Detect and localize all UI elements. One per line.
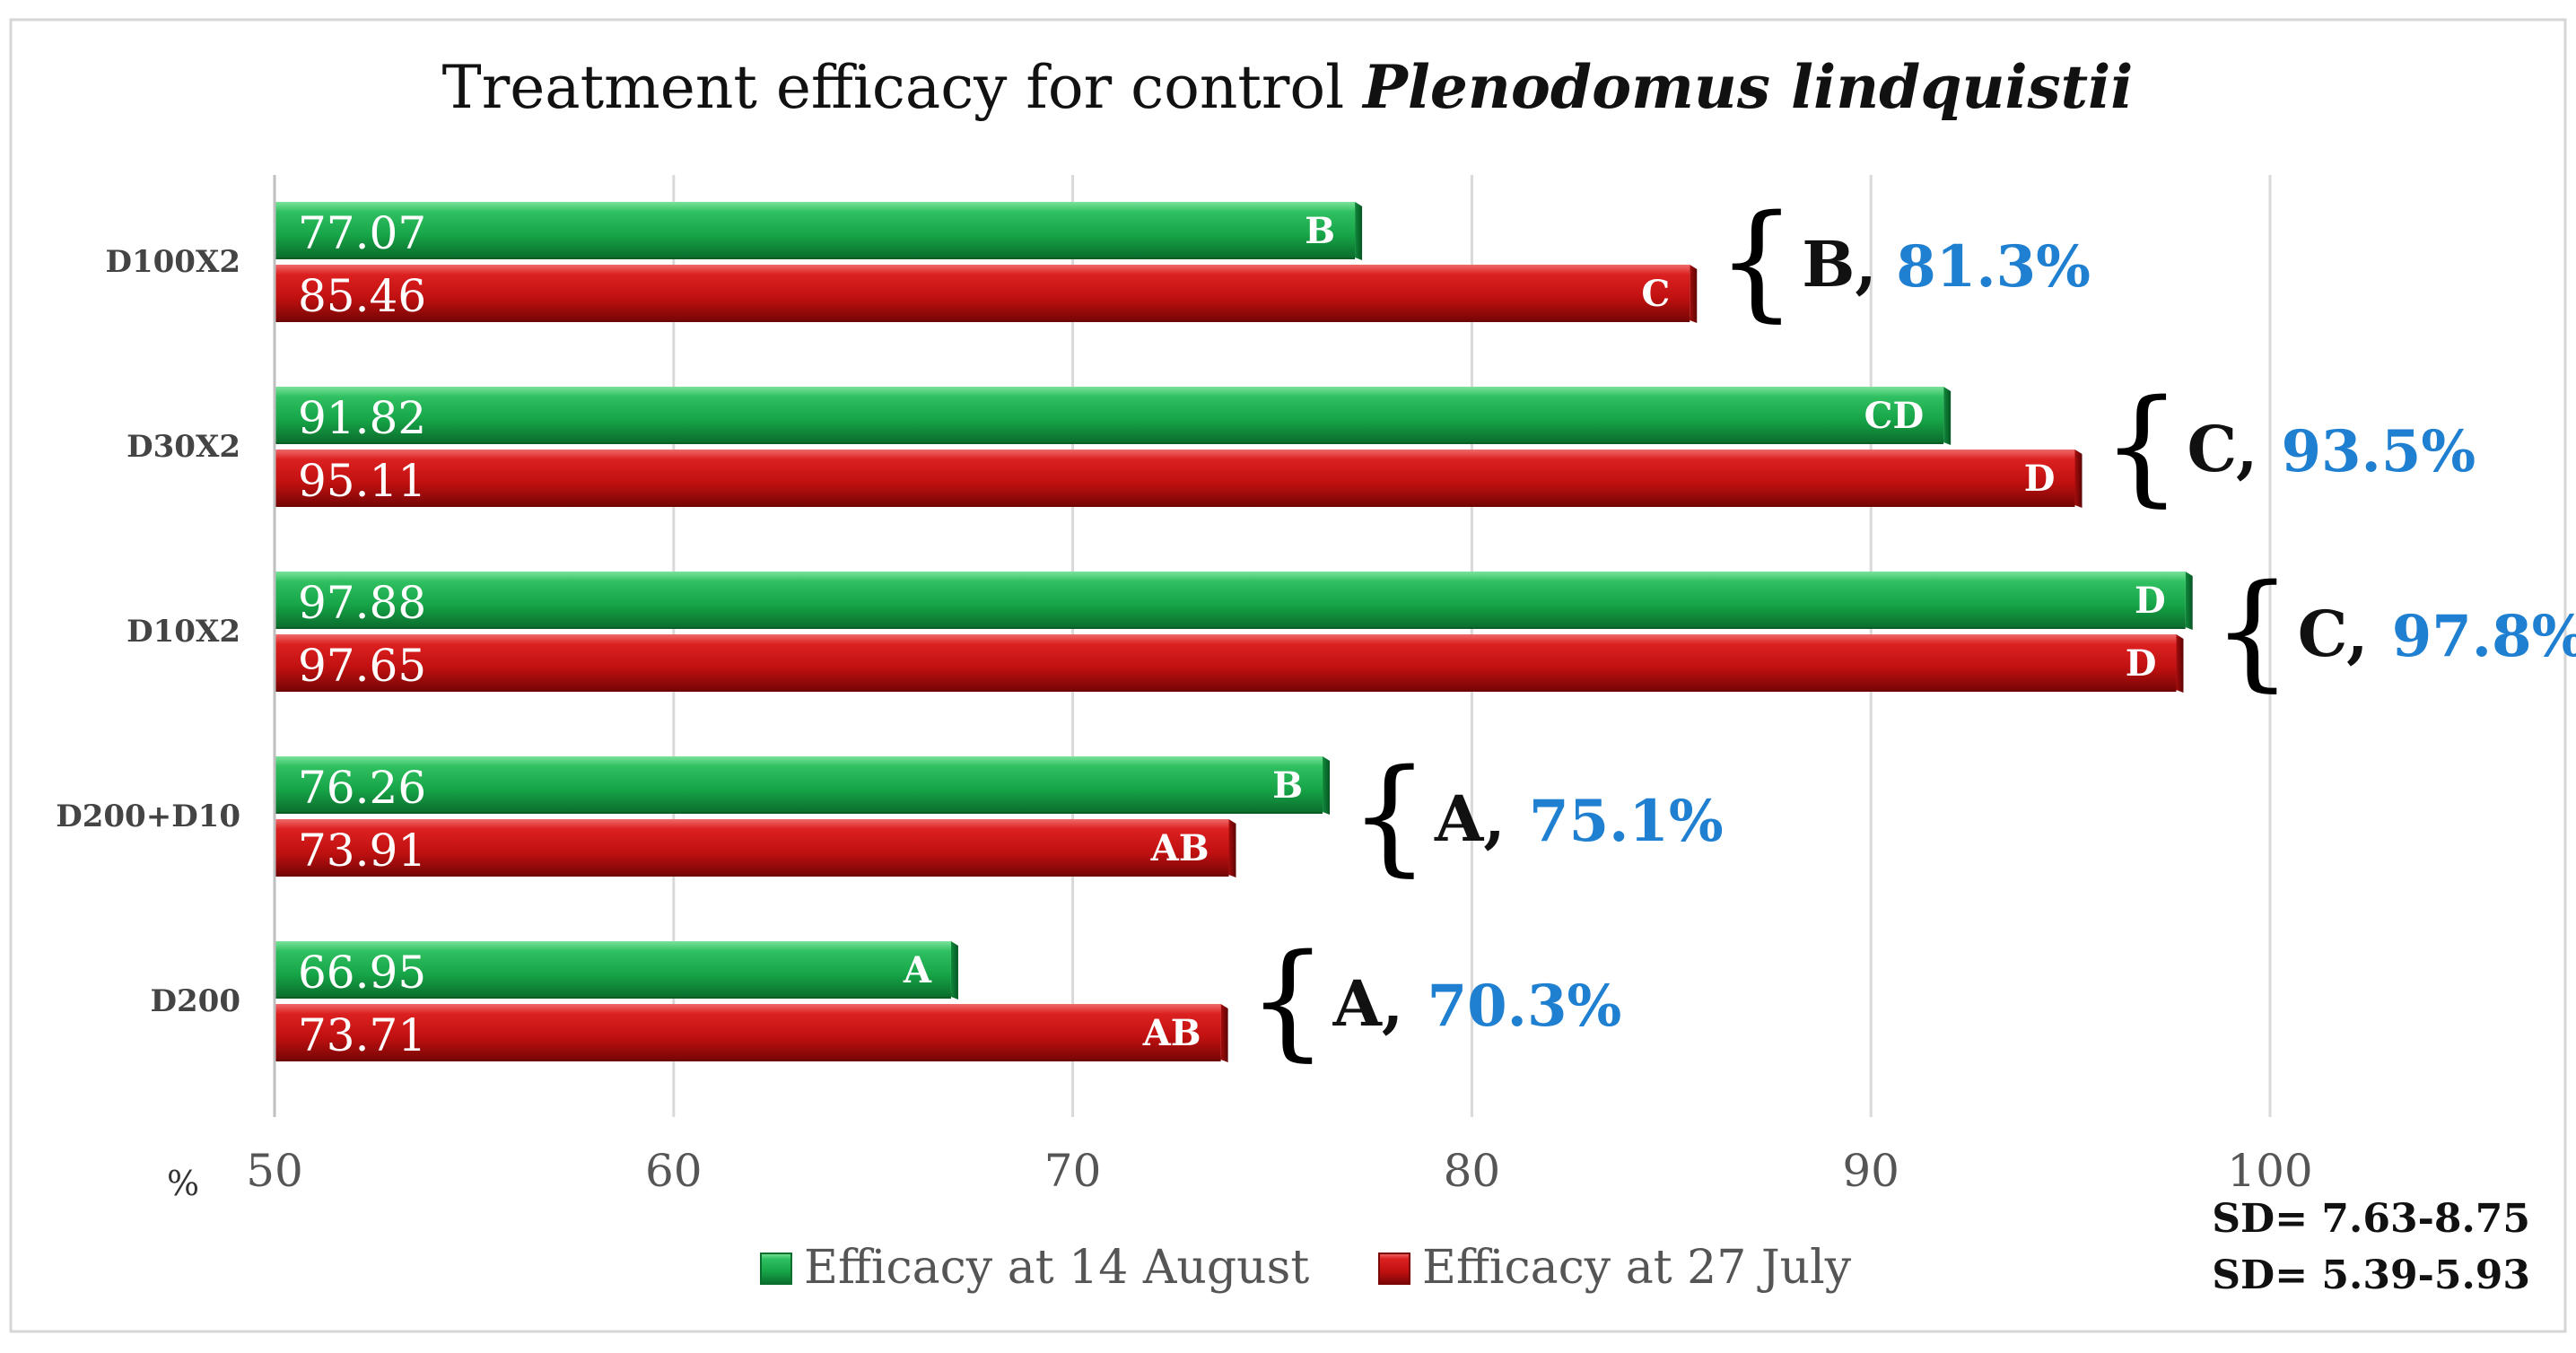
- letter-label-august-4: A: [903, 949, 932, 991]
- letter-label-august-3: B: [1272, 764, 1303, 807]
- value-label-july-4: 73.71: [298, 1009, 426, 1061]
- category-label-2: D10X2: [127, 614, 240, 650]
- annotation-group-0: B,: [1802, 227, 1877, 301]
- bar-cap-july-0: [1690, 265, 1698, 323]
- bar-cap-august-2: [2185, 572, 2193, 630]
- annotation-percent-2: 97.8%: [2392, 603, 2576, 670]
- annotation-layer: {B, 81.3%{C, 93.5%{C, 97.8%{A, 75.1%{A, 70.3%: [1248, 188, 2576, 1074]
- letter-label-july-0: C: [1641, 273, 1670, 315]
- letter-label-july-3: AB: [1150, 827, 1209, 869]
- chart-title: Treatment efficacy for control Plenodomu…: [442, 52, 2134, 122]
- bar-cap-july-2: [2176, 634, 2184, 693]
- annotation-percent-1: 93.5%: [2281, 418, 2476, 485]
- annotation-brace-1: {: [2101, 373, 2181, 519]
- bar-august-4: [275, 941, 951, 997]
- legend: Efficacy at 14 August Efficacy at 27 Jul…: [760, 1241, 1852, 1295]
- bar-july-3: [275, 819, 1229, 875]
- bar-cap-august-3: [1323, 756, 1331, 815]
- sd-note-august: SD= 7.63-8.75: [2212, 1196, 2530, 1242]
- value-label-august-4: 66.95: [298, 947, 426, 999]
- bar-august-2: [275, 572, 2186, 627]
- bar-cap-august-0: [1355, 202, 1363, 260]
- letter-label-august-0: B: [1305, 210, 1335, 252]
- letter-label-july-2: D: [2126, 642, 2157, 685]
- bar-cap-july-1: [2074, 450, 2083, 508]
- sd-note-july: SD= 5.39-5.93: [2212, 1253, 2530, 1298]
- category-label-1: D30X2: [127, 429, 240, 465]
- letter-label-july-1: D: [2024, 458, 2056, 500]
- letter-label-august-1: CD: [1864, 395, 1925, 437]
- bar-july-2: [275, 634, 2177, 690]
- annotation-group-3: A,: [1434, 781, 1506, 856]
- annotation-percent-4: 70.3%: [1428, 973, 1622, 1040]
- bar-august-1: [275, 387, 1944, 442]
- axis-layer: 50 60 70 80 90 100: [246, 175, 2313, 1197]
- legend-label-july: Efficacy at 27 July: [1422, 1241, 1852, 1295]
- x-tick-label-50: 50: [246, 1145, 303, 1197]
- annotation-brace-4: {: [1248, 928, 1328, 1074]
- bar-cap-july-3: [1228, 819, 1236, 877]
- legend-swatch-july: [1378, 1253, 1410, 1285]
- bar-august-3: [275, 756, 1323, 812]
- value-label-august-3: 76.26: [298, 762, 426, 814]
- x-axis-unit-label: %: [167, 1164, 199, 1203]
- bar-august-0: [275, 202, 1356, 258]
- legend-item-august: Efficacy at 14 August: [760, 1241, 1309, 1295]
- annotation-group-1: C,: [2187, 412, 2257, 486]
- annotation-brace-2: {: [2213, 558, 2292, 704]
- annotation-percent-3: 75.1%: [1529, 788, 1724, 855]
- annotation-group-4: A,: [1332, 966, 1404, 1041]
- x-tick-label-60: 60: [645, 1145, 703, 1197]
- category-label-3: D200+D10: [56, 799, 240, 834]
- legend-item-july: Efficacy at 27 July: [1378, 1241, 1852, 1295]
- value-label-july-0: 85.46: [298, 270, 426, 322]
- value-label-august-1: 91.82: [298, 392, 426, 444]
- value-label-july-2: 97.65: [298, 640, 426, 692]
- x-tick-label-80: 80: [1444, 1145, 1501, 1197]
- letter-label-july-4: AB: [1142, 1012, 1201, 1054]
- bar-july-1: [275, 450, 2075, 505]
- legend-label-august: Efficacy at 14 August: [804, 1241, 1309, 1295]
- x-tick-label-90: 90: [1842, 1145, 1899, 1197]
- category-label-4: D200: [151, 983, 240, 1019]
- bar-cap-july-4: [1220, 1004, 1228, 1062]
- labels-layer: D100X2 77.07 B 85.46 C D30X2 91.82 CD 95.11 D D10X…: [56, 207, 2165, 1061]
- annotation-group-2: C,: [2298, 597, 2369, 671]
- annotation-percent-0: 81.3%: [1896, 233, 2091, 301]
- x-tick-label-100: 100: [2227, 1145, 2312, 1197]
- legend-swatch-august: [760, 1253, 792, 1285]
- value-label-july-1: 95.11: [298, 455, 426, 507]
- bar-cap-august-1: [1943, 387, 1952, 445]
- bars-layer: [275, 202, 2193, 1062]
- annotation-brace-0: {: [1716, 188, 1796, 335]
- bar-cap-august-4: [950, 941, 958, 999]
- bar-july-0: [275, 265, 1690, 320]
- x-tick-label-70: 70: [1044, 1145, 1102, 1197]
- letter-label-august-2: D: [2135, 580, 2166, 622]
- value-label-august-0: 77.07: [298, 207, 426, 259]
- category-label-0: D100X2: [106, 244, 241, 280]
- annotation-brace-3: {: [1349, 743, 1429, 889]
- bar-july-4: [275, 1004, 1221, 1060]
- value-label-july-3: 73.91: [298, 825, 426, 877]
- value-label-august-2: 97.88: [298, 577, 426, 629]
